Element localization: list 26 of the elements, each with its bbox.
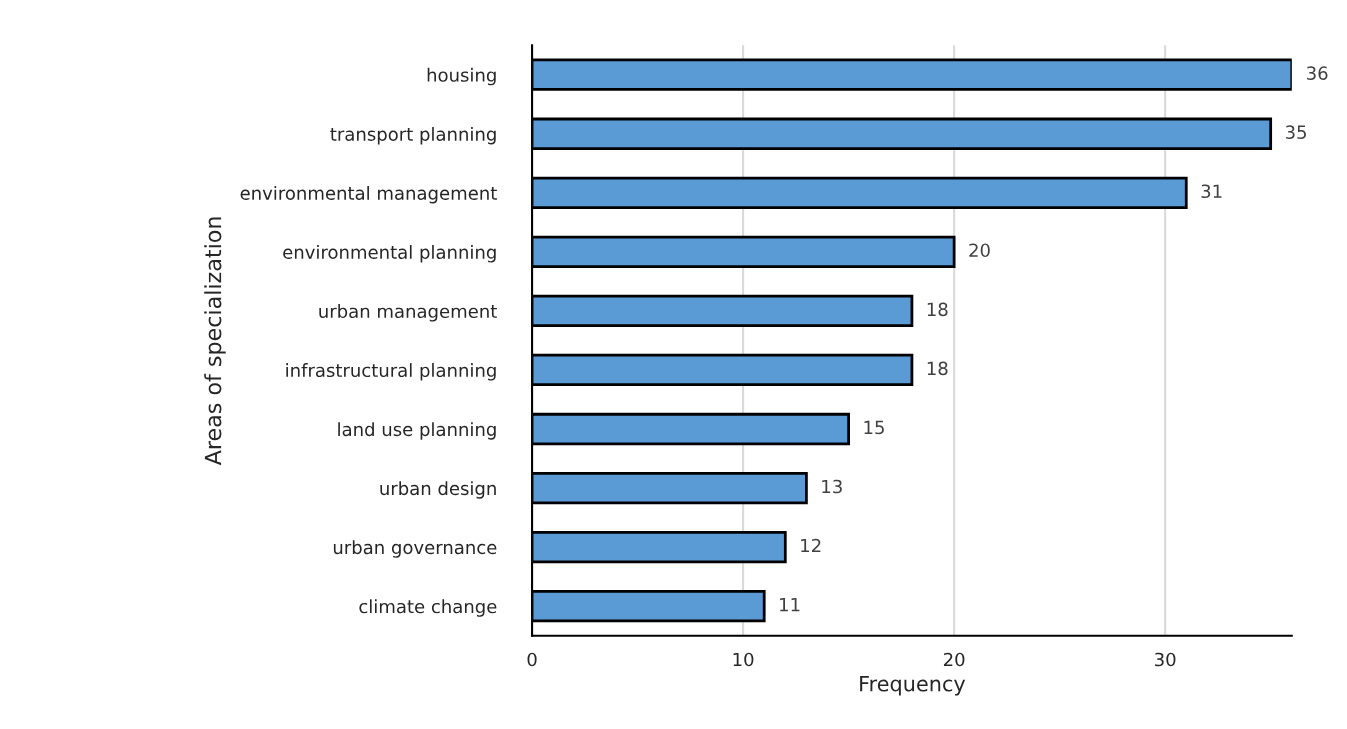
- data-label: 15: [864, 420, 884, 435]
- data-label: 12: [801, 538, 821, 553]
- data-label: 18: [927, 302, 948, 317]
- data-label: 31: [1201, 184, 1222, 199]
- y-tick-label: environmental planning: [283, 245, 496, 263]
- y-tick-label: land use planning: [338, 422, 496, 440]
- x-tick-label: 0: [527, 652, 537, 667]
- data-label: 11: [780, 597, 800, 612]
- y-tick-label: urban design: [380, 481, 496, 499]
- data-label: 20: [969, 243, 990, 258]
- y-axis-title: Areas of specialization: [204, 217, 226, 466]
- y-tick-label: urban governance: [333, 540, 497, 558]
- y-tick-label: infrastructural planning: [286, 363, 496, 381]
- y-tick-label: urban management: [319, 304, 497, 322]
- x-tick-label: 30: [1155, 652, 1176, 667]
- data-label: 35: [1285, 125, 1306, 140]
- y-tick-label: environmental management: [240, 185, 497, 204]
- x-tick-label: 20: [943, 652, 965, 667]
- y-tick-label: housing: [427, 67, 496, 86]
- data-label: 18: [927, 361, 948, 376]
- x-tick-label: 10: [733, 652, 754, 667]
- y-tick-label: transport planning: [330, 126, 496, 145]
- data-label: 13: [822, 479, 842, 494]
- x-axis-title: Frequency: [860, 676, 966, 696]
- data-label: 36: [1307, 66, 1328, 80]
- y-tick-label: climate change: [359, 599, 497, 617]
